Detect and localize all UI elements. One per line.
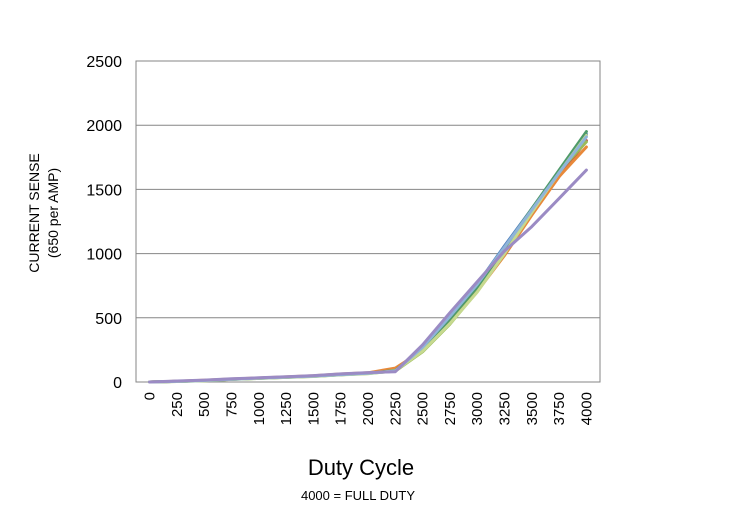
x-axis-label: Duty Cycle: [308, 455, 414, 480]
y-tick-label: 0: [113, 375, 122, 392]
x-tick-label: 1250: [278, 392, 295, 425]
x-tick-label: 1000: [251, 392, 268, 425]
x-axis-ticks: 0 250 500 750 1000 1250 1500 1750 2000 2250 2500 27…: [142, 392, 596, 425]
full-duty-note: 4000 = FULL DUTY: [301, 488, 415, 503]
y-axis-ticks: 0 500 1000 1500 2000 2500: [86, 54, 122, 392]
x-tick-label: 2750: [442, 392, 459, 425]
series-layer: [148, 130, 588, 384]
x-tick-label: 3250: [496, 392, 513, 425]
x-tick-label: 1750: [333, 392, 350, 425]
y-tick-label: 2500: [86, 54, 122, 71]
x-tick-label: 500: [196, 392, 213, 417]
x-tick-label: 3750: [551, 392, 568, 425]
y-axis-label-line-2: (650 per AMP): [45, 168, 61, 258]
x-tick-label: 2500: [415, 392, 432, 425]
x-tick-label: 4000: [578, 392, 595, 425]
x-tick-label: 2250: [387, 392, 404, 425]
series-line-3: [148, 145, 588, 384]
series-line-1: [148, 132, 588, 384]
y-tick-label: 2000: [86, 118, 122, 135]
x-tick-label: 750: [224, 392, 241, 417]
y-axis-label-line-1: CURRENT SENSE: [26, 153, 42, 273]
y-tick-label: 1500: [86, 182, 122, 199]
y-tick-label: 500: [95, 311, 122, 328]
series-line-6: [148, 134, 588, 384]
x-tick-label: 3500: [524, 392, 541, 425]
series-line-5: [148, 130, 588, 384]
x-tick-label: 3000: [469, 392, 486, 425]
x-tick-label: 0: [142, 392, 159, 400]
x-tick-label: 1500: [305, 392, 322, 425]
series-line-4: [148, 140, 588, 384]
x-tick-label: 250: [169, 392, 186, 417]
series-line-7: [148, 135, 588, 384]
x-tick-label: 2000: [360, 392, 377, 425]
y-tick-label: 1000: [86, 247, 122, 264]
gridlines: [136, 60, 600, 319]
series-line-2: [148, 139, 588, 384]
plot-area-border: [135, 60, 601, 383]
series-line-8: [148, 168, 588, 384]
